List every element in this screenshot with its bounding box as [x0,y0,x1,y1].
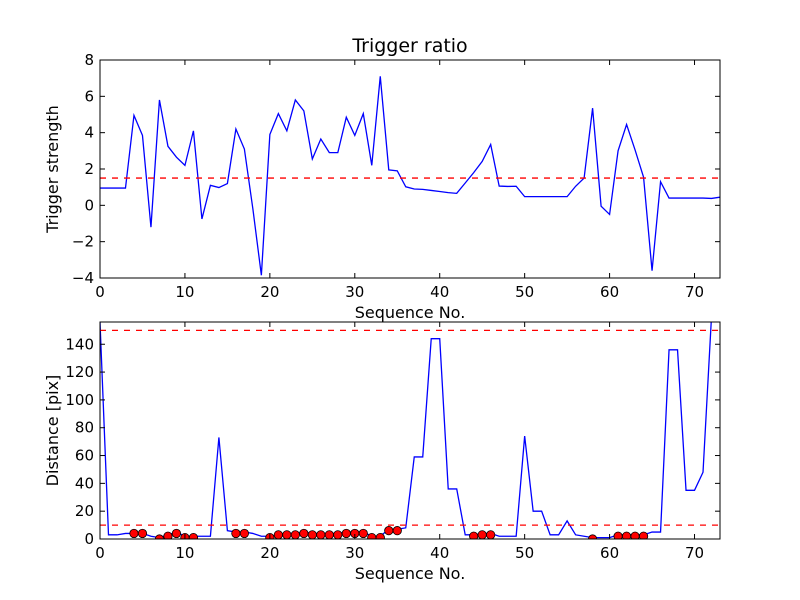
chart-2-marker-point [137,528,148,539]
chart-1-y-axis-label: Trigger strength [43,105,62,234]
chart-2-y-tick-label: 140 [65,335,94,353]
chart-1-x-tick-label: 40 [430,283,449,301]
chart-1-y-tick-label: 8 [84,51,94,69]
chart-2-x-tick-label: 70 [685,544,704,562]
chart-2-marker-point [290,530,300,539]
chart-2-y-tick-label: 60 [75,447,94,465]
chart-2-y-tick-label: 0 [84,530,94,548]
chart-2-marker-point [341,528,351,539]
chart-1-y-tick-label: 6 [84,87,94,105]
chart-2-x-tick-label: 30 [345,544,364,562]
chart-2-marker-point [392,526,402,536]
chart-2-marker-point [367,533,377,539]
chart-1-y-tick-label: −4 [72,269,94,287]
chart-2-marker-point [171,528,182,539]
chart-1-x-tick-label: 60 [600,283,619,301]
chart-2-x-axis-label: Sequence No. [355,564,466,583]
chart-1-series-line [100,76,720,276]
chart-2-marker-point [316,530,326,539]
chart-1-x-tick-label: 70 [685,283,704,301]
chart-2-x-tick-label: 50 [515,544,534,562]
chart-1-x-tick-label: 50 [515,283,534,301]
chart-2-marker-point [188,533,199,539]
chart-2-marker-point [324,530,334,539]
chart-2: 0 10 20 30 40 50 60 70 0 20 40 60 80 100 120 140 Sequenc… [43,321,721,583]
chart-2-y-tick-label: 40 [75,474,94,492]
chart-2-y-tick-label: 100 [65,391,94,409]
chart-2-marker-point [299,528,309,539]
chart-2-y-axis-label: Distance [pix] [43,375,62,487]
chart-2-x-tick-label: 60 [600,544,619,562]
chart-2-marker-point [307,530,317,539]
chart-2-x-tick-label: 10 [175,544,194,562]
chart-2-marker-point [333,530,343,539]
chart-2-marker-point [129,528,139,539]
chart-2-marker-point [273,530,283,539]
chart-2-marker-point [239,528,249,539]
chart-2-x-tick-label: 20 [260,544,279,562]
chart-1-plot-area [100,76,720,276]
chart-2-series-line [100,322,712,539]
chart-1-y-tick-label: −2 [72,233,94,251]
chart-1-y-tick-label: 0 [84,196,94,214]
chart-2-marker-point [358,528,368,539]
chart-2-x-tick-label: 0 [95,544,105,562]
chart-2-marker-point [375,533,385,539]
chart-2-x-tick-label: 40 [430,544,449,562]
chart-1-y-tick-label: 2 [84,160,94,178]
chart-2-marker-point [638,531,649,539]
chart-2-marker-point [477,530,487,539]
chart-1-x-tick-label: 10 [175,283,194,301]
chart-1-x-tick-label: 20 [260,283,279,301]
chart-2-marker-point [384,526,394,536]
chart-1-x-tick-label: 0 [95,283,105,301]
chart-1: 0 10 20 30 40 50 60 70 −4 −2 0 2 4 6 8 Sequence No. Trig… [43,35,721,322]
chart-1-axes-frame [99,59,721,279]
chart-2-marker-point [163,531,173,539]
chart-2-axes-frame [99,321,721,540]
chart-1-y-tick-label: 4 [84,124,94,142]
chart-2-marker-point [282,530,292,539]
chart-2-plot-area [100,322,720,539]
chart-2-marker-point [231,528,241,539]
chart-1-x-axis-label: Sequence No. [355,303,466,322]
chart-2-y-tick-label: 80 [75,419,94,437]
chart-1-x-tick-label: 30 [345,283,364,301]
chart-2-marker-point [486,530,496,539]
chart-2-y-tick-label: 20 [75,502,94,520]
chart-2-y-tick-label: 120 [65,363,94,381]
chart-1-title: Trigger ratio [351,35,467,57]
